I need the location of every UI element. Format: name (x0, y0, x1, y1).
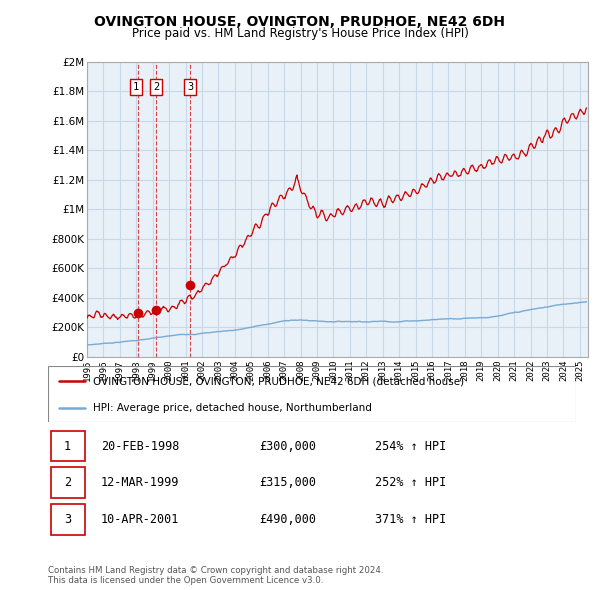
Text: 1: 1 (64, 440, 71, 453)
Text: OVINGTON HOUSE, OVINGTON, PRUDHOE, NE42 6DH: OVINGTON HOUSE, OVINGTON, PRUDHOE, NE42 … (95, 15, 505, 29)
Text: OVINGTON HOUSE, OVINGTON, PRUDHOE, NE42 6DH (detached house): OVINGTON HOUSE, OVINGTON, PRUDHOE, NE42 … (93, 376, 464, 386)
Text: 1: 1 (133, 82, 139, 92)
Text: 10-APR-2001: 10-APR-2001 (101, 513, 179, 526)
Text: 2: 2 (64, 476, 71, 489)
Text: 371% ↑ HPI: 371% ↑ HPI (376, 513, 446, 526)
Text: £315,000: £315,000 (259, 476, 316, 489)
Text: 254% ↑ HPI: 254% ↑ HPI (376, 440, 446, 453)
Text: 3: 3 (187, 82, 193, 92)
Text: £490,000: £490,000 (259, 513, 316, 526)
Bar (50, 467, 85, 498)
Text: 20-FEB-1998: 20-FEB-1998 (101, 440, 179, 453)
Bar (50, 431, 85, 461)
Bar (50, 504, 85, 535)
Text: Price paid vs. HM Land Registry's House Price Index (HPI): Price paid vs. HM Land Registry's House … (131, 27, 469, 40)
Text: HPI: Average price, detached house, Northumberland: HPI: Average price, detached house, Nort… (93, 403, 372, 413)
Text: Contains HM Land Registry data © Crown copyright and database right 2024.
This d: Contains HM Land Registry data © Crown c… (48, 566, 383, 585)
Text: 12-MAR-1999: 12-MAR-1999 (101, 476, 179, 489)
Text: 3: 3 (64, 513, 71, 526)
Text: £300,000: £300,000 (259, 440, 316, 453)
Text: 2: 2 (153, 82, 159, 92)
Text: 252% ↑ HPI: 252% ↑ HPI (376, 476, 446, 489)
